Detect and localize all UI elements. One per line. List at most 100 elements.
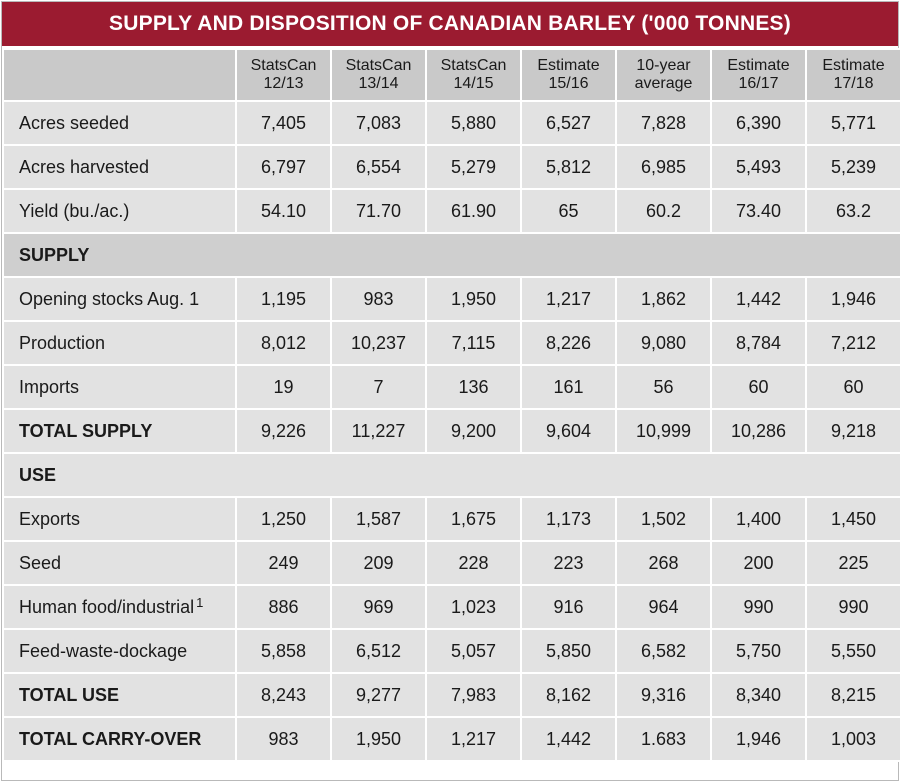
value-cell: 60 bbox=[805, 364, 900, 410]
column-header-line1: Estimate bbox=[727, 57, 790, 74]
value-cell: 8,215 bbox=[805, 672, 900, 718]
value-cell: 200 bbox=[710, 540, 807, 586]
value-cell: 990 bbox=[805, 584, 900, 630]
value-cell: 8,340 bbox=[710, 672, 807, 718]
value-cell: 5,812 bbox=[520, 144, 617, 190]
value-cell: 990 bbox=[710, 584, 807, 630]
value-cell: 8,784 bbox=[710, 320, 807, 366]
value-cell: 225 bbox=[805, 540, 900, 586]
column-header-line2: 14/15 bbox=[453, 75, 494, 92]
value-cell: 8,012 bbox=[235, 320, 332, 366]
value-cell: 9,604 bbox=[520, 408, 617, 454]
value-cell: 249 bbox=[235, 540, 332, 586]
column-header-line1: StatsCan bbox=[250, 57, 317, 74]
column-header-line2: 16/17 bbox=[738, 75, 779, 92]
value-cell: 7,828 bbox=[615, 100, 712, 146]
value-cell: 71.70 bbox=[330, 188, 427, 234]
column-header: StatsCan 12/13 bbox=[235, 48, 332, 102]
value-cell: 5,858 bbox=[235, 628, 332, 674]
column-header: Estimate 16/17 bbox=[710, 48, 807, 102]
value-cell: 6,527 bbox=[520, 100, 617, 146]
value-cell: 5,550 bbox=[805, 628, 900, 674]
header-corner bbox=[2, 48, 237, 102]
value-cell: 6,985 bbox=[615, 144, 712, 190]
value-cell: 7 bbox=[330, 364, 427, 410]
value-cell: 1,173 bbox=[520, 496, 617, 542]
value-cell: 136 bbox=[425, 364, 522, 410]
row-seed: Seed 249 209 228 223 268 200 225 bbox=[2, 540, 900, 586]
row-label: Exports bbox=[2, 496, 237, 542]
value-cell: 9,080 bbox=[615, 320, 712, 366]
value-cell: 7,983 bbox=[425, 672, 522, 718]
value-cell: 228 bbox=[425, 540, 522, 586]
value-cell: 5,750 bbox=[710, 628, 807, 674]
row-label: Acres seeded bbox=[2, 100, 237, 146]
column-header-line2: average bbox=[634, 75, 693, 92]
value-cell: 916 bbox=[520, 584, 617, 630]
row-production: Production 8,012 10,237 7,115 8,226 9,080 8,78… bbox=[2, 320, 900, 366]
row-total-supply: TOTAL SUPPLY 9,226 11,227 9,200 9,604 10,999 1… bbox=[2, 408, 900, 454]
value-cell: 10,999 bbox=[615, 408, 712, 454]
value-cell: 10,237 bbox=[330, 320, 427, 366]
column-header: Estimate 15/16 bbox=[520, 48, 617, 102]
row-label: TOTAL CARRY-OVER bbox=[2, 716, 237, 762]
row-label-text: TOTAL SUPPLY bbox=[19, 420, 153, 441]
value-cell: 8,226 bbox=[520, 320, 617, 366]
column-header: StatsCan 14/15 bbox=[425, 48, 522, 102]
section-use: USE bbox=[2, 452, 900, 498]
value-cell: 1,217 bbox=[520, 276, 617, 322]
row-label: Acres harvested bbox=[2, 144, 237, 190]
value-cell: 983 bbox=[330, 276, 427, 322]
value-cell: 1,450 bbox=[805, 496, 900, 542]
value-cell: 1,217 bbox=[425, 716, 522, 762]
value-cell: 5,771 bbox=[805, 100, 900, 146]
value-cell: 1.683 bbox=[615, 716, 712, 762]
column-header-line2: 12/13 bbox=[263, 75, 304, 92]
column-header: Estimate 17/18 bbox=[805, 48, 900, 102]
value-cell: 56 bbox=[615, 364, 712, 410]
value-cell: 7,083 bbox=[330, 100, 427, 146]
table-title: SUPPLY AND DISPOSITION OF CANADIAN BARLE… bbox=[2, 2, 898, 48]
value-cell: 65 bbox=[520, 188, 617, 234]
value-cell: 8,162 bbox=[520, 672, 617, 718]
value-cell: 1,950 bbox=[330, 716, 427, 762]
column-header: 10-year average bbox=[615, 48, 712, 102]
value-cell: 6,797 bbox=[235, 144, 332, 190]
value-cell: 5,239 bbox=[805, 144, 900, 190]
row-label-text: Human food/industrial bbox=[19, 596, 195, 617]
value-cell: 9,316 bbox=[615, 672, 712, 718]
row-label-text: Feed-waste-dockage bbox=[19, 640, 188, 661]
row-label-text: TOTAL USE bbox=[19, 684, 120, 705]
row-label: TOTAL SUPPLY bbox=[2, 408, 237, 454]
value-cell: 6,390 bbox=[710, 100, 807, 146]
value-cell: 886 bbox=[235, 584, 332, 630]
value-cell: 223 bbox=[520, 540, 617, 586]
row-label-text: TOTAL CARRY-OVER bbox=[19, 728, 202, 749]
value-cell: 6,582 bbox=[615, 628, 712, 674]
value-cell: 7,115 bbox=[425, 320, 522, 366]
value-cell: 9,277 bbox=[330, 672, 427, 718]
value-cell: 63.2 bbox=[805, 188, 900, 234]
row-imports: Imports 19 7 136 161 56 60 60 bbox=[2, 364, 900, 410]
value-cell: 5,057 bbox=[425, 628, 522, 674]
section-label: SUPPLY bbox=[2, 232, 900, 278]
column-header-line2: 13/14 bbox=[358, 75, 399, 92]
row-label-text: Acres harvested bbox=[19, 156, 150, 177]
value-cell: 1,502 bbox=[615, 496, 712, 542]
row-label-text: Imports bbox=[19, 376, 80, 397]
column-header-line1: 10-year bbox=[636, 57, 691, 74]
row-label-text: Yield (bu./ac.) bbox=[19, 200, 130, 221]
value-cell: 19 bbox=[235, 364, 332, 410]
row-opening-stocks: Opening stocks Aug. 1 1,195 983 1,950 1,217 1… bbox=[2, 276, 900, 322]
value-cell: 1,400 bbox=[710, 496, 807, 542]
row-label-text: Production bbox=[19, 332, 106, 353]
column-header: StatsCan 13/14 bbox=[330, 48, 427, 102]
row-label: Production bbox=[2, 320, 237, 366]
row-feed-waste-dockage: Feed-waste-dockage 5,858 6,512 5,057 5,850 6,… bbox=[2, 628, 900, 674]
value-cell: 5,850 bbox=[520, 628, 617, 674]
column-header-line2: 15/16 bbox=[548, 75, 589, 92]
value-cell: 73.40 bbox=[710, 188, 807, 234]
header-row: StatsCan 12/13 StatsCan 13/14 StatsCan 14/1… bbox=[2, 48, 900, 102]
value-cell: 9,226 bbox=[235, 408, 332, 454]
